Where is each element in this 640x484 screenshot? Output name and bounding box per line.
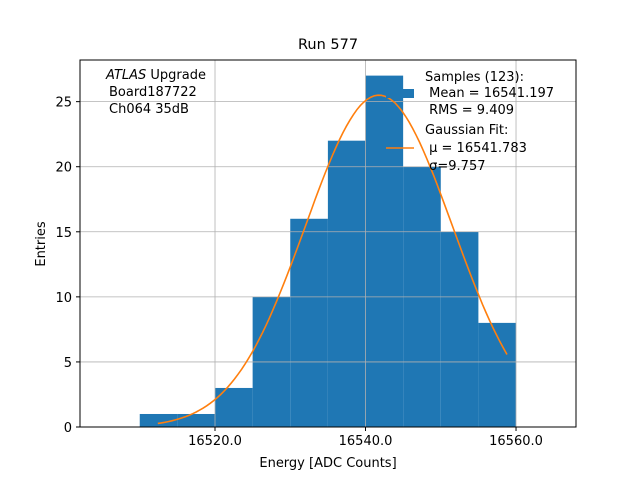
bars [139, 75, 517, 428]
histogram-bar [327, 140, 366, 428]
gaussian-fit-line [157, 94, 508, 425]
chart-title: Run 577 [298, 37, 358, 53]
y-tick-label: 25 [55, 96, 72, 111]
histogram-bar [177, 413, 216, 427]
y-tick-label: 5 [64, 356, 72, 371]
legend-samples-title: Samples (123): [425, 70, 524, 85]
legend-mu: μ = 16541.783 [425, 141, 527, 156]
legend-fit-title: Gaussian Fit: [425, 123, 508, 138]
histogram-bar [365, 75, 404, 428]
histogram-bar [478, 322, 517, 427]
legend-samples-patch [386, 89, 414, 98]
x-tick-label: 16560.0 [489, 434, 543, 449]
y-tick-label: 10 [55, 291, 72, 306]
x-tick-label: 16520.0 [188, 434, 242, 449]
histogram-bar [440, 231, 479, 427]
legend-sigma: σ=9.757 [425, 159, 485, 174]
plot-frame [79, 59, 577, 428]
y-axis-label: Entries [34, 221, 49, 267]
legend: Samples (123): Mean = 16541.197 RMS = 9.… [386, 70, 554, 174]
x-ticks: 16520.0 16540.0 16560.0 [188, 427, 543, 449]
svg-text:ATLAS Upgrade: ATLAS Upgrade [105, 68, 206, 83]
legend-rms: RMS = 9.409 [425, 103, 514, 118]
y-tick-label: 20 [55, 161, 72, 176]
y-tick-label: 15 [55, 226, 72, 241]
histogram-bar [290, 218, 328, 427]
legend-mean: Mean = 16541.197 [425, 86, 554, 101]
y-tick-label: 0 [64, 421, 72, 436]
channel-label: Ch064 35dB [109, 102, 189, 117]
atlas-label: ATLAS [105, 68, 146, 83]
x-tick-label: 16540.0 [339, 434, 393, 449]
y-ticks: 0 5 10 15 20 25 [55, 96, 80, 436]
histogram-bar [139, 413, 178, 427]
atlas-annotation: ATLAS Upgrade Board187722 Ch064 35dB [105, 68, 206, 117]
board-label: Board187722 [109, 85, 197, 100]
upgrade-label: Upgrade [146, 68, 206, 83]
x-axis-label: Energy [ADC Counts] [259, 456, 396, 471]
